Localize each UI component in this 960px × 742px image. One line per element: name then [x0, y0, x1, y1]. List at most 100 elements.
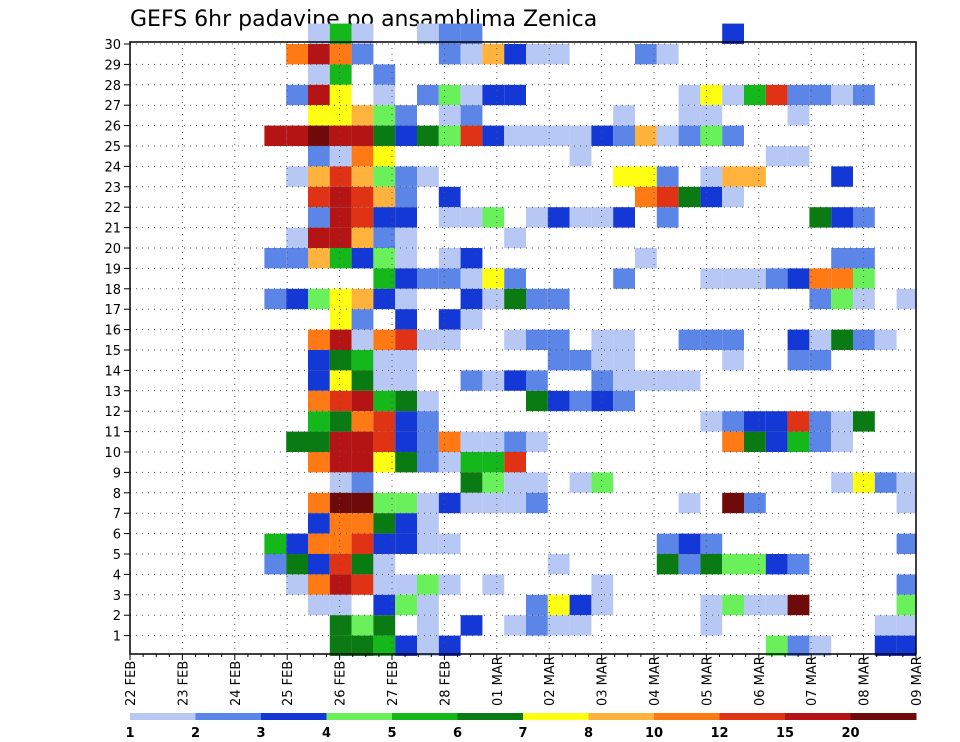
x-tick-label: 22 FEB: [124, 661, 139, 706]
heatmap-cell: [329, 452, 352, 473]
heatmap-cell: [504, 125, 526, 146]
heatmap-cell: [373, 390, 396, 412]
heatmap-cell: [613, 370, 635, 391]
heatmap-cell: [308, 329, 330, 350]
colorbar-label: 8: [584, 726, 593, 741]
colorbar: 1 2 3 4 5 6 7 8 10 12 15 20: [125, 713, 917, 741]
heatmap-cell: [286, 431, 308, 452]
heatmap-cell: [678, 105, 701, 126]
heatmap-cell: [722, 125, 744, 146]
heatmap-cell: [329, 615, 352, 636]
heatmap-cell: [438, 207, 461, 228]
x-tick-label: 25 FEB: [281, 661, 296, 706]
heatmap-cell: [809, 84, 832, 106]
heatmap-cell: [329, 594, 352, 616]
y-tick-label: 17: [104, 303, 121, 318]
heatmap-cell: [308, 248, 330, 269]
colorbar-label: 7: [518, 726, 527, 741]
colorbar-swatch: [261, 713, 327, 720]
heatmap-cell: [504, 492, 526, 514]
heatmap-cell: [656, 554, 679, 575]
heatmap-cell: [351, 390, 374, 412]
colorbar-label: 3: [256, 726, 265, 741]
heatmap-cell: [613, 390, 635, 412]
heatmap-cell: [722, 268, 744, 289]
heatmap-cell: [286, 44, 308, 65]
heatmap-cell: [482, 370, 505, 391]
heatmap-cell: [722, 594, 744, 616]
heatmap-cell: [286, 533, 308, 554]
heatmap-cell: [722, 329, 744, 350]
heatmap-cell: [526, 615, 548, 636]
heatmap-cell: [329, 635, 352, 656]
heatmap-cell: [329, 207, 352, 228]
heatmap-cell: [700, 615, 723, 636]
heatmap-cell: [395, 329, 417, 350]
heatmap-cell: [853, 329, 875, 350]
heatmap-cell: [329, 166, 352, 187]
heatmap-cell: [591, 207, 614, 228]
heatmap-cell: [504, 431, 526, 452]
heatmap-cell: [460, 44, 483, 65]
heatmap-cell: [308, 370, 330, 391]
heatmap-cell: [373, 146, 396, 167]
heatmap-cell: [351, 186, 374, 208]
heatmap-cell: [417, 268, 439, 289]
heatmap-cell: [569, 125, 592, 146]
heatmap-cell: [329, 533, 352, 554]
heatmap-cell: [329, 390, 352, 412]
heatmap-cell: [264, 533, 287, 554]
heatmap-cell: [329, 64, 352, 85]
heatmap-cell: [373, 635, 396, 656]
heatmap-cell: [373, 492, 396, 514]
heatmap-cell: [373, 533, 396, 554]
heatmap-cell: [351, 635, 374, 656]
heatmap-cell: [351, 166, 374, 187]
heatmap-cell: [351, 431, 374, 452]
heatmap-cell: [351, 554, 374, 575]
heatmap-cell: [351, 207, 374, 228]
heatmap-cell: [526, 125, 548, 146]
heatmap-cell: [569, 146, 592, 167]
heatmap-cell: [329, 105, 352, 126]
heatmap-cell: [438, 431, 461, 452]
heatmap-cell: [591, 125, 614, 146]
heatmap-cell: [460, 492, 483, 514]
heatmap-cell: [438, 492, 461, 514]
heatmap-cell: [787, 329, 810, 350]
heatmap-cell: [395, 452, 417, 473]
heatmap-cell: [308, 44, 330, 65]
heatmap-cell: [656, 166, 679, 187]
heatmap-cell: [591, 574, 614, 595]
heatmap-cell: [373, 248, 396, 269]
y-tick-label: 12: [104, 405, 121, 420]
heatmap-cell: [329, 84, 352, 106]
heatmap-cell: [744, 84, 766, 106]
heatmap-cell: [308, 574, 330, 595]
heatmap-cell: [678, 370, 701, 391]
heatmap-cell: [874, 635, 897, 656]
heatmap-cell: [547, 554, 570, 575]
heatmap-cell: [482, 452, 505, 473]
heatmap-cell: [438, 268, 461, 289]
heatmap-cell: [613, 166, 635, 187]
heatmap-cell: [678, 186, 701, 208]
heatmap-cell: [722, 166, 744, 187]
heatmap-cell: [635, 44, 657, 65]
heatmap-cell: [308, 431, 330, 452]
y-tick-label: 27: [104, 99, 121, 114]
heatmap-cell: [460, 370, 483, 391]
heatmap-cell: [700, 554, 723, 575]
colorbar-label: 1: [125, 726, 134, 741]
heatmap-cell: [591, 329, 614, 350]
heatmap-cell: [395, 207, 417, 228]
heatmap-cell: [373, 554, 396, 575]
y-tick-label: 26: [104, 120, 121, 135]
heatmap-cell: [809, 350, 832, 371]
heatmap-cell: [591, 350, 614, 371]
heatmap-cell: [831, 411, 853, 432]
x-tick-label: 26 FEB: [334, 661, 349, 706]
heatmap-cell: [722, 23, 744, 44]
heatmap-cell: [787, 554, 810, 575]
heatmap-cell: [417, 452, 439, 473]
